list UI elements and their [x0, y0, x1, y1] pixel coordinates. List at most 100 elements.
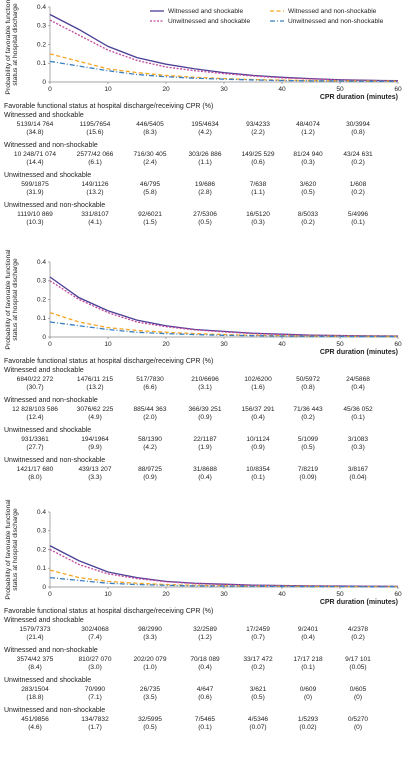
table-cell: 5/4996 — [348, 211, 369, 218]
series-line — [49, 60, 399, 83]
table-cell: (0.07) — [249, 724, 266, 731]
table-cell: (0.9) — [143, 474, 157, 481]
table-cell: (4.6) — [28, 724, 42, 731]
panel: Probability of favorable functional statu… — [4, 0, 402, 226]
panel: Probability of favorable functional statu… — [4, 249, 402, 481]
y-tick-label: 0.3 — [37, 23, 46, 30]
table-cell: (0.09) — [299, 474, 316, 481]
table-cell: (27.7) — [26, 444, 43, 451]
legend-label: Witnessed and shockable — [168, 8, 243, 15]
table-cell: (0) — [354, 694, 362, 701]
table-cell: (3.1) — [198, 384, 212, 391]
table-cell: 303/26 886 — [188, 151, 221, 158]
table-cell: (1.1) — [198, 159, 212, 166]
x-tick-label: 50 — [336, 86, 344, 93]
y-tick-label: 0.1 — [37, 565, 46, 572]
y-axis-title: status at hospital discharge — [12, 258, 19, 341]
series-line — [49, 53, 399, 82]
table-cell: 88/9725 — [138, 466, 162, 473]
table-cell: (2.0) — [143, 414, 157, 421]
table-cell: 2577/42 066 — [77, 151, 114, 158]
table-cell: 202/20 079 — [133, 656, 166, 663]
table-cell: 716/30 405 — [133, 151, 166, 158]
x-tick-label: 60 — [394, 591, 402, 598]
group-name: Unwitnessed and non-shockable — [4, 202, 105, 209]
table-cell: 10/1124 — [246, 436, 270, 443]
table-cell: (3.3) — [88, 474, 102, 481]
series-line — [49, 569, 398, 588]
group-name: Witnessed and shockable — [4, 617, 84, 624]
table-cell: 26/735 — [140, 686, 161, 693]
group-name: Unwitnessed and shockable — [4, 172, 91, 179]
table-cell: 1/608 — [350, 181, 367, 188]
table-cell: (12.4) — [26, 414, 43, 421]
table-cell: 17/17 218 — [293, 656, 323, 663]
table-cell: (8.4) — [28, 664, 42, 671]
table-cell: (0.2) — [351, 159, 365, 166]
table-cell: (0.1) — [251, 474, 265, 481]
table-cell: (0) — [354, 724, 362, 731]
table-cell: 3/620 — [300, 181, 317, 188]
table-cell: 885/44 363 — [133, 406, 166, 413]
table-cell: 0/5270 — [348, 716, 369, 723]
table-cell: (14.4) — [26, 159, 43, 166]
table-cell: 194/1964 — [81, 436, 109, 443]
table-cell: (0.6) — [198, 694, 212, 701]
table-cell: 4/5346 — [248, 716, 269, 723]
table-cell: (0.2) — [301, 219, 315, 226]
x-tick-label: 30 — [220, 591, 228, 598]
table-cell: 50/5972 — [296, 376, 320, 383]
table-cell: (2.8) — [198, 189, 212, 196]
x-tick-label: 20 — [162, 86, 170, 93]
group-name: Unwitnessed and shockable — [4, 677, 91, 684]
table-cell: 24/5868 — [346, 376, 370, 383]
table-cell: 22/1187 — [193, 436, 217, 443]
table-cell: 195/4634 — [191, 121, 219, 128]
table-cell: 45/36 052 — [343, 406, 373, 413]
table-cell: (0.5) — [301, 444, 315, 451]
x-tick-label: 60 — [394, 341, 402, 348]
table-cell: 16/5120 — [246, 211, 270, 218]
table-cell: (7.1) — [88, 694, 102, 701]
table-cell: 3/621 — [250, 686, 267, 693]
series-line — [49, 13, 399, 82]
table-cell: (0.4) — [301, 634, 315, 641]
table-cell: (0.3) — [251, 219, 265, 226]
x-tick-label: 20 — [162, 341, 170, 348]
series-line — [49, 312, 398, 338]
table-cell: 70/18 089 — [190, 656, 220, 663]
x-tick-label: 40 — [278, 341, 286, 348]
table-cell: (0.05) — [349, 664, 366, 671]
table-cell: 517/7830 — [136, 376, 164, 383]
table-cell: (1.0) — [143, 664, 157, 671]
table-cell: (0) — [304, 694, 312, 701]
table-cell: 1/5293 — [298, 716, 319, 723]
y-tick-label: 0 — [42, 334, 46, 341]
table-cell: (9.9) — [88, 444, 102, 451]
table-cell: (1.9) — [198, 444, 212, 451]
table-cell: 210/6696 — [191, 376, 219, 383]
y-axis-title: Probability of favorable functional — [5, 0, 12, 95]
table-cell: 1421/17 680 — [17, 466, 54, 473]
table-cell: (7.4) — [88, 634, 102, 641]
table-cell: (0.9) — [198, 414, 212, 421]
table-cell: (34.8) — [26, 129, 43, 136]
table-cell: 149/25 529 — [241, 151, 274, 158]
table-cell: (1.1) — [251, 189, 265, 196]
table-title: Favorable functional status at hospital … — [4, 103, 213, 110]
table-cell: 1476/11 215 — [77, 376, 114, 383]
x-tick-label: 60 — [394, 86, 402, 93]
table-cell: 12 828/103 586 — [12, 406, 58, 413]
table-cell: 43/24 631 — [343, 151, 373, 158]
table-cell: 439/13 207 — [78, 466, 111, 473]
table-cell: (1.2) — [301, 129, 315, 136]
table-cell: 93/4233 — [246, 121, 270, 128]
table-cell: (4.1) — [88, 219, 102, 226]
table-cell: (0.5) — [143, 724, 157, 731]
table-cell: (6.6) — [143, 384, 157, 391]
panel: Probability of favorable functional statu… — [4, 499, 402, 731]
table-cell: 31/8688 — [193, 466, 217, 473]
y-tick-label: 0.4 — [37, 259, 46, 266]
group-name: Witnessed and shockable — [4, 367, 84, 374]
